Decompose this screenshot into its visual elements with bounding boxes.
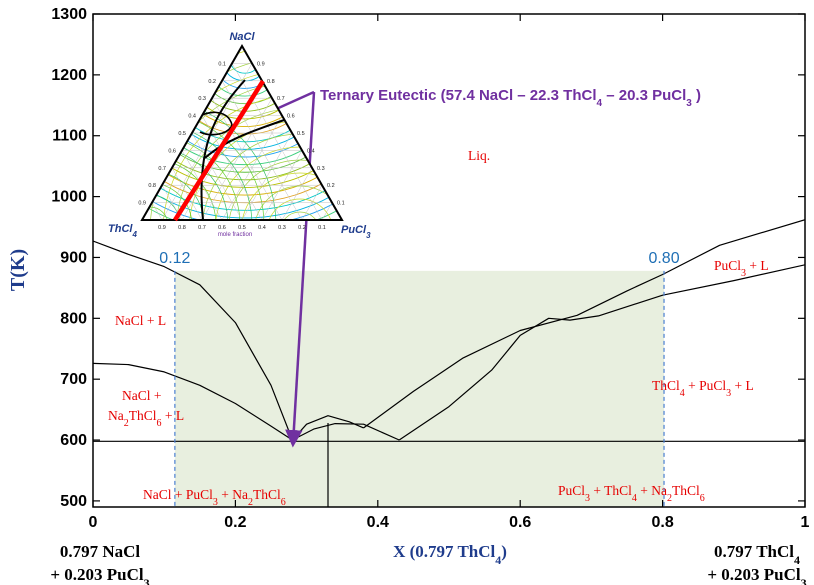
inset-grid-line <box>231 63 323 220</box>
inset-contour-ring <box>227 159 342 220</box>
y-tick-label: 800 <box>60 310 87 327</box>
inset-scale-label-left: 0.3 <box>198 96 206 102</box>
inset-scale-label-left: 0.7 <box>158 166 166 172</box>
inset-vertex-top: NaCl <box>229 31 255 43</box>
inset-scale-label-left: 0.6 <box>168 148 176 154</box>
inset-contour-ring <box>279 211 321 220</box>
inset-axis-caption: mole fraction <box>218 232 252 238</box>
plot-frame <box>92 13 806 508</box>
right-endpoint-line2: + 0.203 PuCl3 <box>707 565 806 585</box>
inset-section-line <box>173 79 265 222</box>
inset-scale-label-right: 0.1 <box>337 201 345 207</box>
inset-vertex-left: ThCl4 <box>108 223 137 239</box>
inset-scale-label-left: 0.4 <box>188 114 196 120</box>
inset-grid-line <box>191 132 243 220</box>
inset-scale-label-right: 0.8 <box>267 79 275 85</box>
phase-curve-2 <box>93 362 293 441</box>
region-label-liquid: Liq. <box>468 148 490 163</box>
x-tick-label: 0.8 <box>651 514 673 531</box>
inset-scale-label-right: 0.9 <box>257 61 265 67</box>
annotation-pointer-lower <box>285 91 316 448</box>
inset-scale-label-bottom: 0.9 <box>158 225 166 231</box>
x-tick-label: 0.2 <box>224 514 246 531</box>
inset-contour <box>142 92 342 196</box>
y-tick-label: 600 <box>60 432 87 449</box>
inset-scale-label-left: 0.5 <box>178 131 186 137</box>
inset-scale-label-right: 0.5 <box>297 131 305 137</box>
highlight-region <box>174 270 665 507</box>
region-label-nacl-na2-l-2: Na2ThCl6 + L <box>108 408 184 429</box>
left-endpoint-line2: + 0.203 PuCl3 <box>50 565 149 585</box>
inset-contour-ring <box>266 198 334 220</box>
x-axis-title: X (0.797 ThCl4) <box>393 542 507 567</box>
inset-scale-label-bottom: 0.4 <box>258 225 266 231</box>
inset-scale-label-bottom: 0.6 <box>218 225 226 231</box>
eutectic-annotation: Ternary Eutectic (57.4 NaCl – 22.3 ThCl4… <box>320 87 701 109</box>
inset-grid-line <box>171 167 203 220</box>
inset-scale-label-right: 0.3 <box>317 166 325 172</box>
inset-scale-label-left: 0.9 <box>138 201 146 207</box>
region-label-nacl-l: NaCl + L <box>115 313 166 328</box>
inset-grid-line <box>281 167 313 220</box>
inset-grid-line <box>201 98 273 220</box>
inset-scale-label-right: 0.2 <box>327 183 335 189</box>
x-tick-label: 0.6 <box>509 514 531 531</box>
y-tick-label: 900 <box>60 249 87 266</box>
inset-scale-label-right: 0.6 <box>287 114 295 120</box>
inset-scale-label-right: 0.4 <box>307 148 315 154</box>
region-label-pucl3-l: PuCl3 + L <box>714 258 769 279</box>
y-tick-label: 1100 <box>52 128 87 145</box>
phase-curve-5 <box>363 219 805 429</box>
inset-scale-label-left: 0.2 <box>208 79 216 85</box>
inset-scale-label-right: 0.7 <box>277 96 285 102</box>
inset-contour-ring <box>240 172 342 220</box>
y-axis-title: T(K) <box>7 249 29 291</box>
inset-scale-label-bottom: 0.7 <box>198 225 206 231</box>
y-tick-label: 1200 <box>51 67 87 84</box>
inset-grid-line <box>241 132 293 220</box>
inset-grid-line <box>211 98 283 220</box>
inset-scale-label-left: 0.8 <box>148 183 156 189</box>
phase-curve-4 <box>292 423 400 441</box>
phase-curve-6 <box>398 264 805 441</box>
x-tick-label: 0 <box>89 514 98 531</box>
inset-dark-loop <box>194 111 233 136</box>
y-tick-label: 1300 <box>51 6 87 23</box>
inset-scale-label-bottom: 0.2 <box>298 225 306 231</box>
inset-dark-boundary-1 <box>200 79 246 220</box>
y-tick-label: 1000 <box>51 189 87 206</box>
right-endpoint-line1: 0.797 ThCl4 <box>714 542 800 567</box>
inset-contour-ring <box>253 185 342 220</box>
inset-dark-boundary-2 <box>204 117 291 159</box>
inset-grid-line <box>221 80 303 220</box>
region-label-nacl-na2-l-1: NaCl + <box>122 388 162 403</box>
phase-curve-1 <box>93 240 293 441</box>
inset-scale-label-left: 0.1 <box>218 61 226 67</box>
region-label-thcl4-pucl3-l: ThCl4 + PuCl3 + L <box>652 378 754 399</box>
left-endpoint-line1: 0.797 NaCl <box>60 542 141 561</box>
inset-triangle <box>140 43 344 221</box>
x-tick-label: 0.4 <box>367 514 389 531</box>
bound-label-1: 0.12 <box>159 250 190 267</box>
inset-grid-line <box>321 202 333 220</box>
inset-scale-label-bottom: 0.1 <box>318 225 326 231</box>
inset-grid-line <box>151 202 163 220</box>
x-tick-label: 1 <box>801 514 810 531</box>
inset-contour <box>142 98 342 219</box>
inset-vertex-right: PuCl3 <box>341 224 371 240</box>
inset-scale-label-bottom: 0.8 <box>178 225 186 231</box>
y-tick-label: 500 <box>60 493 87 510</box>
y-tick-label: 700 <box>60 371 87 388</box>
inset-scale-label-bottom: 0.3 <box>278 225 286 231</box>
inset-scale-label-bottom: 0.5 <box>238 225 246 231</box>
bound-label-2: 0.80 <box>648 250 679 267</box>
